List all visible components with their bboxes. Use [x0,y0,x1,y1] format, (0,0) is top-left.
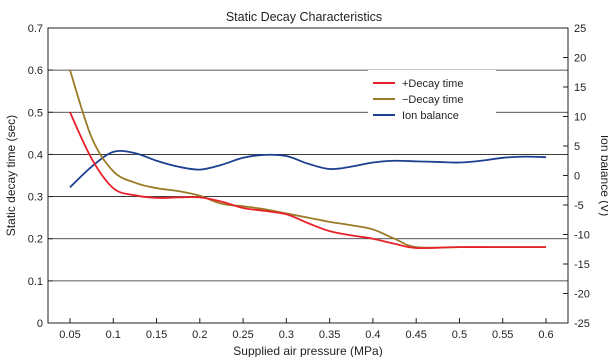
y2-tick-label: 25 [574,23,586,35]
x-tick-label: 0.05 [59,329,80,341]
y-tick-label: 0.1 [28,276,43,288]
legend-label: +Decay time [402,78,463,90]
series-line-ion-balance [69,149,547,188]
x-axis-ticks: 0.05 0.1 0.15 0.2 0.25 0.3 0.35 0.4 0.45 0.5 0.55 0… [59,318,554,341]
y2-axis-ticks: -25 -20 -15 -10 -5 0 5 10 15 20 25 [563,23,590,330]
y-axis-ticks: 0 0.1 0.2 0.3 0.4 0.5 0.6 0.7 [28,23,53,330]
x-axis-label: Supplied air pressure (MPa) [233,344,382,357]
x-tick-label: 0.15 [146,329,167,341]
x-tick-label: 0.6 [538,329,553,341]
x-tick-label: 0.25 [232,329,253,341]
series-line-minus-decay [69,69,546,249]
chart-title: Static Decay Characteristics [226,10,382,24]
y-tick-label: 0 [37,318,43,330]
legend: +Decay time −Decay time Ion balance [373,78,463,122]
x-tick-label: 0.2 [192,329,207,341]
y2-tick-label: 5 [574,141,580,153]
series-line-plus-decay [69,111,546,250]
y2-tick-label: 15 [574,82,586,94]
x-tick-label: 0.3 [279,329,294,341]
x-tick-label: 0.55 [492,329,513,341]
series-lines [69,69,547,250]
y-tick-label: 0.4 [28,149,43,161]
gridlines [48,69,568,282]
y-tick-label: 0.2 [28,234,43,246]
y-tick-label: 0.7 [28,23,43,35]
y-axis-label: Static decay time (sec) [4,115,18,236]
y2-axis-label: Ion balance (V) [598,135,608,216]
y2-tick-label: 0 [574,171,580,183]
x-tick-label: 0.5 [452,329,467,341]
y2-tick-label: 10 [574,112,586,124]
y-tick-label: 0.3 [28,192,43,204]
y2-tick-label: -20 [574,289,590,301]
y-tick-label: 0.6 [28,65,43,77]
legend-label: −Decay time [402,94,463,106]
x-tick-label: 0.45 [405,329,426,341]
y-tick-label: 0.5 [28,107,43,119]
y2-tick-label: -25 [574,318,590,330]
legend-label: Ion balance [402,110,459,122]
x-tick-label: 0.35 [319,329,340,341]
y2-tick-label: -5 [574,200,584,212]
x-tick-label: 0.1 [106,329,121,341]
y2-tick-label: -10 [574,230,590,242]
x-tick-label: 0.4 [365,329,380,341]
y2-tick-label: -15 [574,259,590,271]
y2-tick-label: 20 [574,53,586,65]
